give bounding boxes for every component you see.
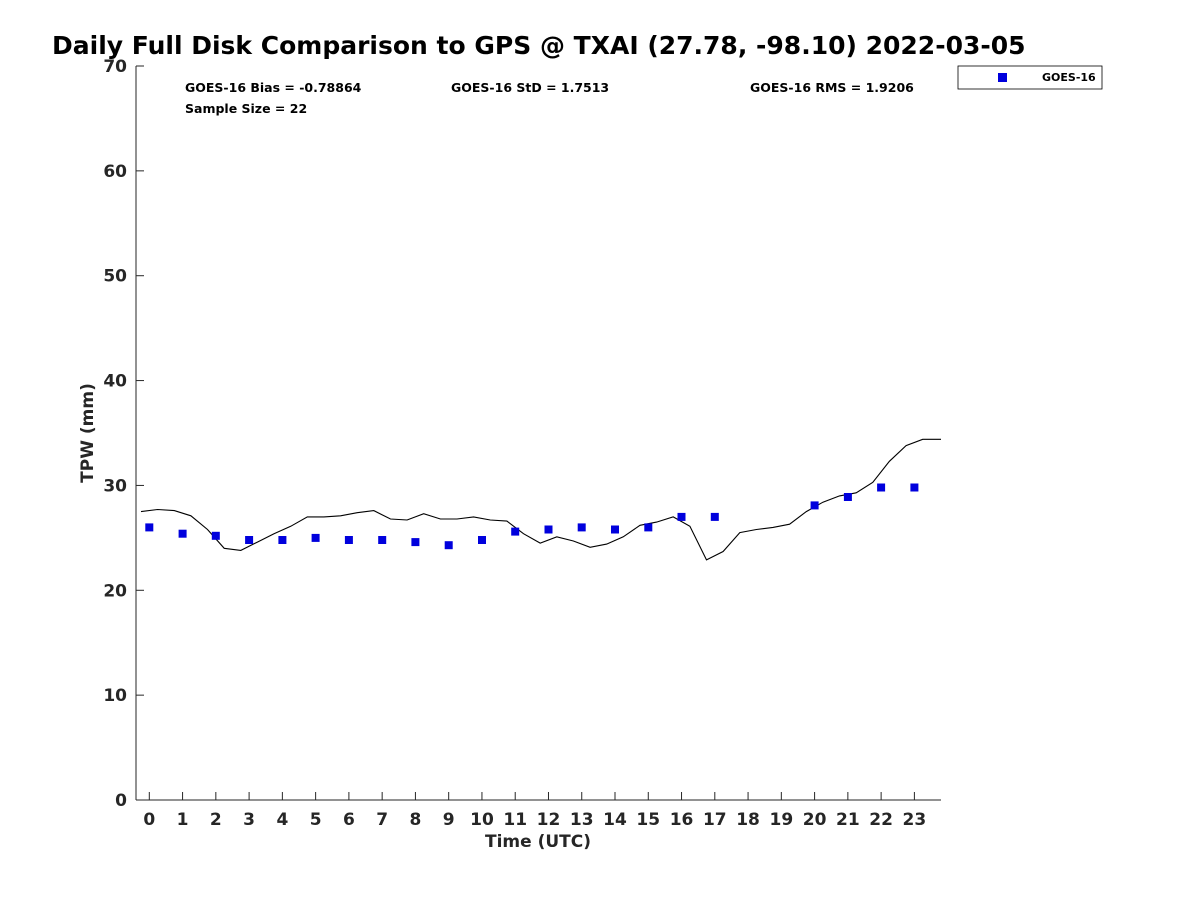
y-tick-label: 70: [103, 57, 127, 77]
x-tick-label: 5: [310, 810, 322, 830]
goes16-point: [843, 493, 852, 501]
y-axis-label: TPW (mm): [78, 383, 98, 483]
legend-label: GOES-16: [1042, 71, 1096, 84]
x-tick-label: 3: [243, 810, 255, 830]
x-tick-label: 17: [703, 810, 727, 830]
legend-marker-square: [998, 73, 1007, 82]
goes16-point: [710, 512, 719, 521]
goes16-point: [278, 536, 287, 544]
goes16-point: [478, 536, 486, 544]
x-tick-label: 12: [537, 810, 561, 830]
x-tick-label: 2: [210, 810, 222, 830]
y-tick-label: 20: [103, 581, 127, 601]
statistics-annotations: GOES-16 Bias = -0.78864 GOES-16 StD = 1.…: [185, 80, 914, 116]
y-tick-label: 60: [103, 162, 127, 182]
goes16-point: [378, 536, 387, 544]
x-tick-label: 21: [836, 810, 860, 830]
bias-stat: GOES-16 Bias = -0.78864: [185, 80, 362, 95]
goes16-point: [344, 536, 353, 544]
x-tick-label: 10: [470, 810, 494, 830]
goes16-point: [577, 523, 586, 532]
y-tick-label: 40: [103, 372, 127, 392]
x-tick-label: 1: [177, 810, 189, 830]
gps-tpw-line: [140, 438, 941, 561]
std-stat: GOES-16 StD = 1.7513: [451, 80, 609, 95]
goes16-point: [444, 541, 453, 550]
x-tick-label: 11: [503, 810, 527, 830]
legend-box: [957, 65, 1103, 90]
goes16-point: [910, 483, 919, 492]
x-tick-label: 9: [443, 810, 455, 830]
sample-size-stat: Sample Size = 22: [185, 101, 307, 116]
goes16-point: [611, 525, 619, 534]
y-tick-label: 50: [103, 267, 127, 287]
goes16-point: [644, 523, 653, 532]
x-tick-label: 16: [670, 810, 694, 830]
goes16-point: [145, 523, 154, 532]
goes16-point: [178, 529, 187, 538]
chart-title: Daily Full Disk Comparison to GPS @ TXAI…: [52, 31, 1026, 60]
goes16-point: [544, 525, 553, 534]
y-tick-label: 0: [115, 791, 127, 811]
x-tick-label: 13: [570, 810, 594, 830]
x-tick-label: 0: [143, 810, 155, 830]
x-tick-label: 20: [803, 810, 827, 830]
goes16-point: [245, 536, 254, 544]
x-tick-label: 14: [603, 810, 627, 830]
x-tick-label: 19: [769, 810, 793, 830]
gps-line-series: [140, 438, 941, 561]
rms-stat: GOES-16 RMS = 1.9206: [750, 80, 914, 95]
x-tick-label: 4: [276, 810, 288, 830]
x-tick-label: 22: [869, 810, 893, 830]
x-axis-label: Time (UTC): [485, 832, 591, 852]
x-tick-label: 15: [636, 810, 660, 830]
goes16-point: [511, 527, 520, 536]
x-tick-label: 18: [736, 810, 760, 830]
goes16-point: [877, 483, 886, 492]
x-tick-label: 6: [343, 810, 355, 830]
x-tick-label: 23: [903, 810, 927, 830]
x-tick-label: 8: [409, 810, 421, 830]
goes16-scatter-series: [145, 483, 919, 550]
legend: GOES-16: [957, 65, 1103, 90]
y-tick-label: 30: [103, 476, 127, 496]
y-tick-label: 10: [103, 686, 127, 706]
goes16-point: [677, 512, 686, 521]
x-tick-label: 7: [376, 810, 388, 830]
goes16-point: [211, 531, 220, 540]
goes16-point: [411, 538, 420, 547]
goes16-point: [810, 501, 819, 510]
goes16-point: [311, 533, 320, 542]
